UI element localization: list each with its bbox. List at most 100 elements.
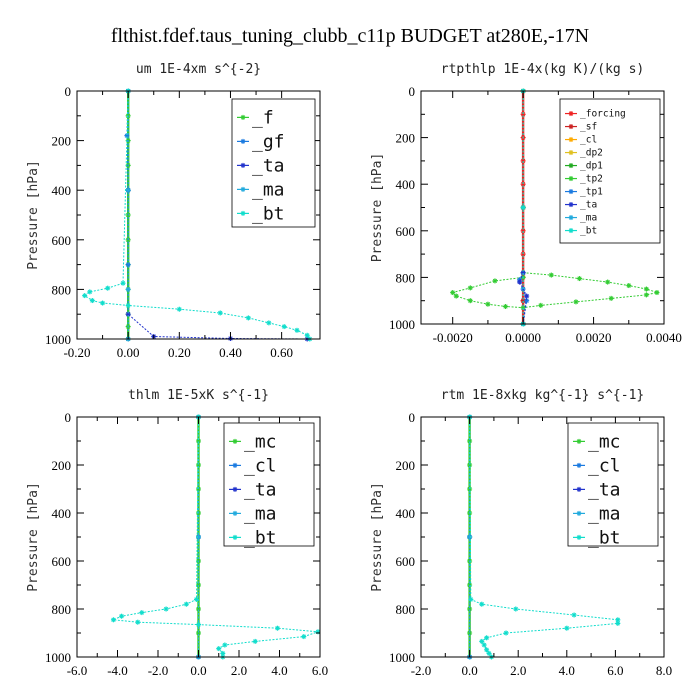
x-tick-label: -2.0 xyxy=(148,663,169,678)
y-tick-label: 600 xyxy=(52,554,72,569)
data-point xyxy=(517,279,523,285)
legend-box xyxy=(559,98,661,244)
legend-marker xyxy=(568,189,574,195)
y-axis-label: Pressure [hPa] xyxy=(370,153,385,263)
legend-item: _forcing xyxy=(565,109,626,120)
y-tick-label: 400 xyxy=(396,177,416,192)
legend: _f _gf _ta _ma _bt xyxy=(231,98,316,228)
y-tick-label: 0 xyxy=(65,84,72,99)
y-tick-label: 1000 xyxy=(389,317,415,332)
legend-marker xyxy=(568,163,574,169)
y-tick-label: 200 xyxy=(52,134,72,149)
y-tick-label: 200 xyxy=(52,458,72,473)
legend-marker xyxy=(576,510,582,516)
legend-marker xyxy=(240,210,246,216)
data-point xyxy=(217,310,223,316)
legend-label: _bt xyxy=(244,527,277,548)
data-point xyxy=(643,292,649,298)
y-tick-label: 200 xyxy=(396,131,416,146)
data-point xyxy=(125,286,131,292)
data-point xyxy=(573,299,579,305)
legend-label: _bt xyxy=(252,203,285,224)
legend-item: _cl xyxy=(573,455,621,476)
legend-label: _mc xyxy=(588,431,621,452)
legend-label: _cl xyxy=(244,455,277,476)
legend-item: _gf xyxy=(237,131,285,152)
legend-marker xyxy=(576,534,582,540)
legend-marker xyxy=(240,186,246,192)
data-point xyxy=(503,304,509,310)
x-tick-label: 0.40 xyxy=(219,345,242,360)
data-point xyxy=(467,285,473,291)
data-point xyxy=(608,295,614,301)
data-point xyxy=(304,332,310,338)
x-tick-label: -6.0 xyxy=(67,663,88,678)
data-point xyxy=(281,324,287,330)
legend-label: _gf xyxy=(252,131,285,152)
legend-item: _mc xyxy=(229,431,277,452)
series-line-bt xyxy=(83,90,311,340)
legend-marker xyxy=(232,534,238,540)
legend-item: _ta xyxy=(229,479,277,500)
data-point xyxy=(643,286,649,292)
legend-label: _cl xyxy=(588,455,621,476)
legend-item: _bt xyxy=(237,203,285,224)
legend-label: _mc xyxy=(244,431,277,452)
data-point xyxy=(520,205,526,210)
data-point xyxy=(266,320,272,326)
panel-title: rtm 1E-8xkg kg^{-1} s^{-1} xyxy=(441,388,645,403)
panel-title: um 1E-4xm s^{-2} xyxy=(136,62,261,77)
y-tick-label: 200 xyxy=(396,458,416,473)
legend-box xyxy=(567,422,659,547)
data-point xyxy=(301,634,307,640)
figure-title: flthist.fdef.taus_tuning_clubb_c11p BUDG… xyxy=(111,25,589,47)
legend-item: _dp1 xyxy=(565,161,603,172)
y-tick-label: 1000 xyxy=(389,650,415,665)
legend-marker xyxy=(568,150,574,156)
data-point xyxy=(176,306,182,312)
y-tick-label: 800 xyxy=(52,602,72,617)
legend-label: _ta xyxy=(588,479,621,500)
data-point xyxy=(139,610,145,616)
legend-box xyxy=(231,98,316,228)
panel-um: um 1E-4xm s^{-2} Pressure [hPa] 0 200 400 600… xyxy=(26,62,321,360)
x-tick-label: 0.0000 xyxy=(505,330,541,345)
legend-item: _sf xyxy=(565,122,597,133)
legend-item: _mc xyxy=(573,431,621,452)
legend-label: _ma xyxy=(580,213,597,224)
panel-title: rtpthlp 1E-4x(kg K)/(kg s) xyxy=(441,62,645,77)
y-tick-label: 600 xyxy=(396,554,416,569)
legend-marker xyxy=(240,162,246,168)
x-tick-label: 8.0 xyxy=(656,663,672,678)
data-point xyxy=(538,302,544,308)
y-tick-label: 400 xyxy=(52,506,72,521)
y-tick-label: 600 xyxy=(396,224,416,239)
legend-label: _tp1 xyxy=(580,187,603,198)
legend-label: _ta xyxy=(252,155,285,176)
series-group xyxy=(450,88,660,327)
x-tick-label: 6.0 xyxy=(607,663,623,678)
legend-marker xyxy=(240,114,246,120)
data-point xyxy=(513,606,519,612)
legend-marker xyxy=(232,486,238,492)
series-line-ta xyxy=(519,272,528,325)
y-axis-label: Pressure [hPa] xyxy=(26,482,41,592)
legend: _mc _cl _ta _ma _bt xyxy=(223,422,315,548)
data-point xyxy=(492,278,498,284)
data-point xyxy=(119,613,125,619)
legend-item: _bt xyxy=(229,527,277,548)
x-tick-label: -0.20 xyxy=(63,345,90,360)
x-tick-label: 0.0020 xyxy=(576,330,612,345)
data-point xyxy=(485,301,491,307)
legend-label: _ma xyxy=(588,503,621,524)
panel-rtm: rtm 1E-8xkg kg^{-1} s^{-1} Pressure [hPa]… xyxy=(370,388,672,678)
data-point xyxy=(125,303,131,309)
data-point xyxy=(196,622,201,628)
legend-marker xyxy=(232,510,238,516)
y-tick-label: 0 xyxy=(65,410,72,425)
legend-label: _f xyxy=(252,107,274,128)
data-point xyxy=(120,280,126,286)
data-point xyxy=(576,276,582,282)
data-point xyxy=(524,293,530,299)
